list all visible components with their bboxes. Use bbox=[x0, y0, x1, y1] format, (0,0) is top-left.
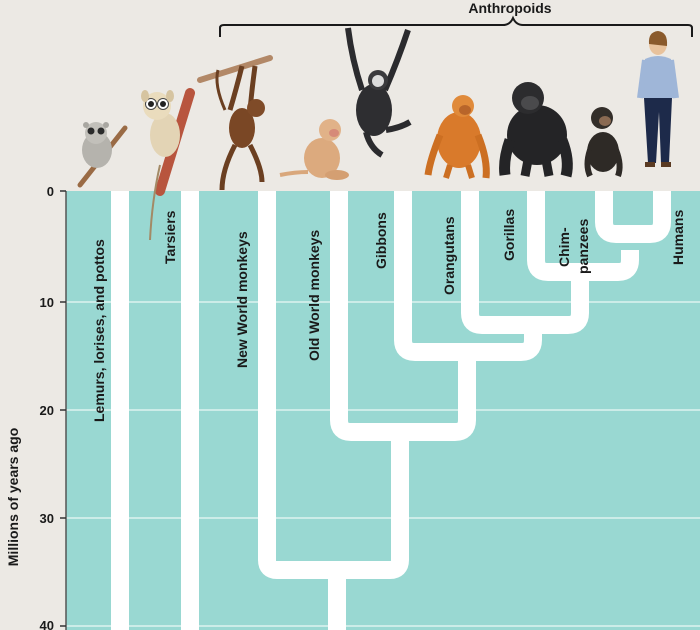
branch-orang-split bbox=[461, 191, 589, 334]
chimpanzee-illustration bbox=[584, 107, 623, 178]
y-tick-40: 40 bbox=[40, 618, 54, 630]
y-tick-labels: 0 10 20 30 40 bbox=[40, 184, 54, 630]
anthropoids-bracket bbox=[219, 15, 693, 37]
y-tick-30: 30 bbox=[40, 511, 54, 526]
label-orangutans: Orangutans bbox=[441, 216, 457, 295]
branch-gibbon-split bbox=[394, 191, 542, 361]
label-humans: Humans bbox=[670, 210, 686, 265]
label-gorillas: Gorillas bbox=[501, 209, 517, 261]
phylogenetic-tree bbox=[111, 191, 671, 630]
label-lemurs: Lemurs, lorises, and pottos bbox=[91, 239, 107, 422]
new-world-monkey-illustration bbox=[197, 55, 273, 191]
gibbon-illustration bbox=[345, 27, 412, 158]
human-illustration bbox=[637, 31, 679, 167]
anthropoids-label: Anthropoids bbox=[468, 0, 551, 16]
taxon-labels: Lemurs, lorises, and pottos Tarsiers New… bbox=[91, 209, 686, 422]
branch-owm-apes-split bbox=[330, 191, 476, 441]
gorilla-illustration bbox=[499, 82, 573, 178]
label-chimpanzees-2: panzees bbox=[575, 219, 591, 274]
old-world-monkey-illustration bbox=[279, 119, 349, 180]
y-tick-0: 0 bbox=[47, 184, 54, 199]
label-gibbons: Gibbons bbox=[373, 212, 389, 269]
branch-chimp-human-split bbox=[595, 191, 671, 243]
y-tick-20: 20 bbox=[40, 403, 54, 418]
y-axis-label: Millions of years ago bbox=[5, 428, 21, 566]
branch-new-old-split bbox=[258, 191, 409, 579]
branch-gorilla-split bbox=[527, 191, 639, 281]
lemur-illustration bbox=[77, 122, 128, 188]
label-chimpanzees-1: Chim- bbox=[556, 227, 572, 267]
orangutan-illustration bbox=[424, 95, 490, 179]
gridlines bbox=[66, 301, 700, 627]
y-axis-ticks bbox=[60, 190, 66, 627]
label-old-world-monkeys: Old World monkeys bbox=[306, 230, 322, 361]
label-new-world-monkeys: New World monkeys bbox=[234, 231, 250, 368]
label-tarsiers: Tarsiers bbox=[162, 210, 178, 264]
tarsier-illustration bbox=[141, 88, 195, 241]
y-tick-10: 10 bbox=[40, 295, 54, 310]
